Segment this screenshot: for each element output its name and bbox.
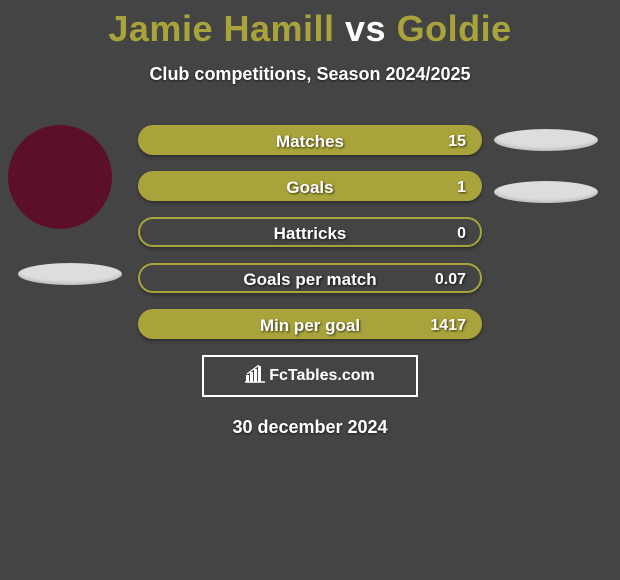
player2-shadow-ellipse-1 xyxy=(494,129,598,151)
stat-label: Min per goal xyxy=(140,311,480,341)
title-player1: Jamie Hamill xyxy=(108,8,334,49)
stat-label: Goals per match xyxy=(140,265,480,295)
subtitle: Club competitions, Season 2024/2025 xyxy=(0,64,620,85)
stat-value: 1 xyxy=(457,173,466,203)
stat-bar-min-per-goal: Min per goal 1417 xyxy=(138,309,482,339)
stat-value: 15 xyxy=(448,127,466,157)
content-area: Matches 15 Goals 1 Hattricks 0 Goals per… xyxy=(0,125,620,339)
player1-avatar xyxy=(8,125,112,229)
stat-bar-hattricks: Hattricks 0 xyxy=(138,217,482,247)
player1-shadow-ellipse xyxy=(18,263,122,285)
stat-label: Goals xyxy=(140,173,480,203)
attribution-text: FcTables.com xyxy=(269,367,375,385)
title-player2: Goldie xyxy=(397,8,512,49)
stat-label: Matches xyxy=(140,127,480,157)
stat-value: 0.07 xyxy=(435,265,466,295)
player2-shadow-ellipse-2 xyxy=(494,181,598,203)
title-vs: vs xyxy=(345,8,386,49)
attribution-box: FcTables.com xyxy=(202,355,418,397)
stat-bars: Matches 15 Goals 1 Hattricks 0 Goals per… xyxy=(138,125,482,339)
stat-bar-goals: Goals 1 xyxy=(138,171,482,201)
stat-value: 0 xyxy=(457,219,466,249)
stat-bar-goals-per-match: Goals per match 0.07 xyxy=(138,263,482,293)
chart-bars-icon xyxy=(245,365,265,388)
date-text: 30 december 2024 xyxy=(0,417,620,438)
stat-value: 1417 xyxy=(430,311,466,341)
stat-label: Hattricks xyxy=(140,219,480,249)
comparison-card: Jamie Hamill vs Goldie Club competitions… xyxy=(0,0,620,580)
stat-bar-matches: Matches 15 xyxy=(138,125,482,155)
page-title: Jamie Hamill vs Goldie xyxy=(0,0,620,50)
